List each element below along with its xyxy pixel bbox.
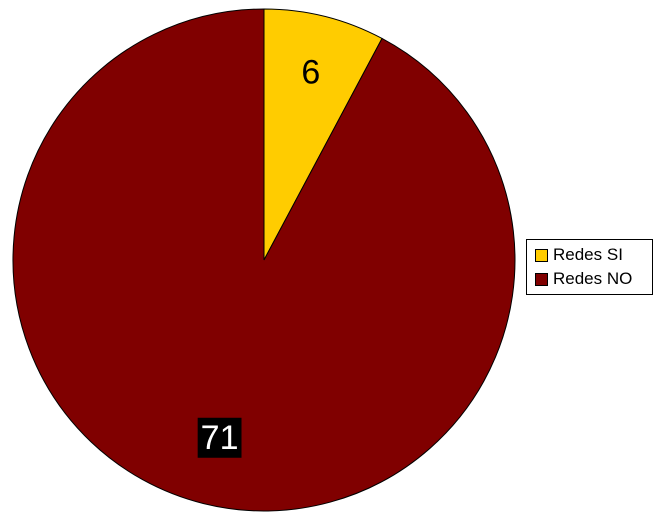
legend-item-redes-si: Redes SI (535, 243, 652, 267)
pie-slice-redes-no (12, 8, 516, 512)
pie-data-labels: 6 71 (197, 53, 320, 458)
pie-slice-redes-si (263, 8, 383, 261)
data-label-redes-si: 6 (301, 53, 320, 91)
legend-label-redes-si: Redes SI (553, 245, 623, 264)
pie-slices (12, 8, 516, 512)
data-label-redes-no: 71 (201, 419, 239, 457)
legend-label-redes-no: Redes NO (553, 269, 633, 288)
legend-swatch-redes-no (535, 272, 548, 286)
chart-legend: Redes SI Redes NO (526, 239, 653, 295)
data-label-background-redes-no (197, 417, 242, 458)
legend-swatch-redes-si (535, 248, 548, 262)
legend-item-redes-no: Redes NO (535, 267, 652, 291)
